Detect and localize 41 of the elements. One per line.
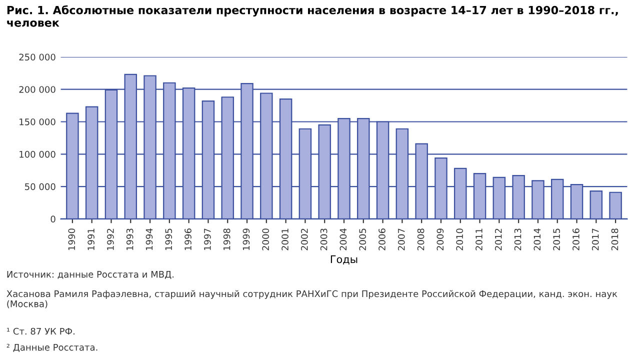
y-tick-label: 200 000 [19,86,56,93]
x-tick-label: 1994 [146,228,153,250]
text: Источник: данные Росстата и МВД. [7,271,174,279]
x-tick-label: 2017 [592,228,599,250]
x-tick-label: 2004 [340,228,347,250]
x-tick-label: 1991 [88,228,94,250]
x-tick-label: 2008 [417,228,424,250]
x-tick-label: 2011 [476,228,482,250]
x-tick-label: 1990 [68,228,76,250]
y-tick-label: 0 [50,216,56,222]
x-tick-label: 2003 [320,228,328,250]
x-tick-label: 2009 [436,228,444,250]
x-tick-label: 2016 [572,228,580,250]
x-tick-label: 2015 [553,228,560,250]
chart-title: Рис. 1. Абсолютные показатели преступности населения в возрасте 14–17 лет в 1990–2018 гг., человек [7,5,618,27]
x-tick-label: 1992 [107,228,114,250]
x-tick-label: 2018 [611,228,618,250]
x-tick-label: 1993 [126,228,134,250]
x-tick-label: 2014 [534,228,541,250]
x-tick-label: 2013 [514,228,522,250]
x-tick-label: 1999 [242,228,250,250]
x-tick-label: 2006 [378,228,386,250]
text: ² Данные Росстата. [6,344,98,352]
text: ¹ Ст. 87 УК РФ. [7,328,74,335]
x-tick-label: 2010 [456,228,464,250]
text: Хасанова Рамиля Рафаэлевна, старший научный сотрудник РАНХиГС при Президенте Российской Федерации, канд. экон. наук (Москва) [6,290,618,308]
y-tick-label: 150 000 [20,118,56,126]
x-tick-label: 1996 [184,228,192,250]
x-axis-title: Годы [330,255,358,264]
y-tick-label: 50 000 [25,183,56,190]
y-tick-label: 250 000 [19,54,56,61]
x-tick-label: 2005 [359,228,366,250]
y-tick-label: 100 000 [20,150,56,158]
x-tick-label: 2002 [300,228,308,250]
x-tick-label: 2000 [262,228,270,250]
x-tick-label: 2007 [398,228,405,250]
x-tick-label: 1995 [165,228,172,250]
x-tick-label: 1997 [204,228,211,250]
x-tick-label: 2012 [494,228,502,250]
x-tick-label: 2001 [282,228,288,250]
x-tick-label: 1998 [223,228,230,250]
